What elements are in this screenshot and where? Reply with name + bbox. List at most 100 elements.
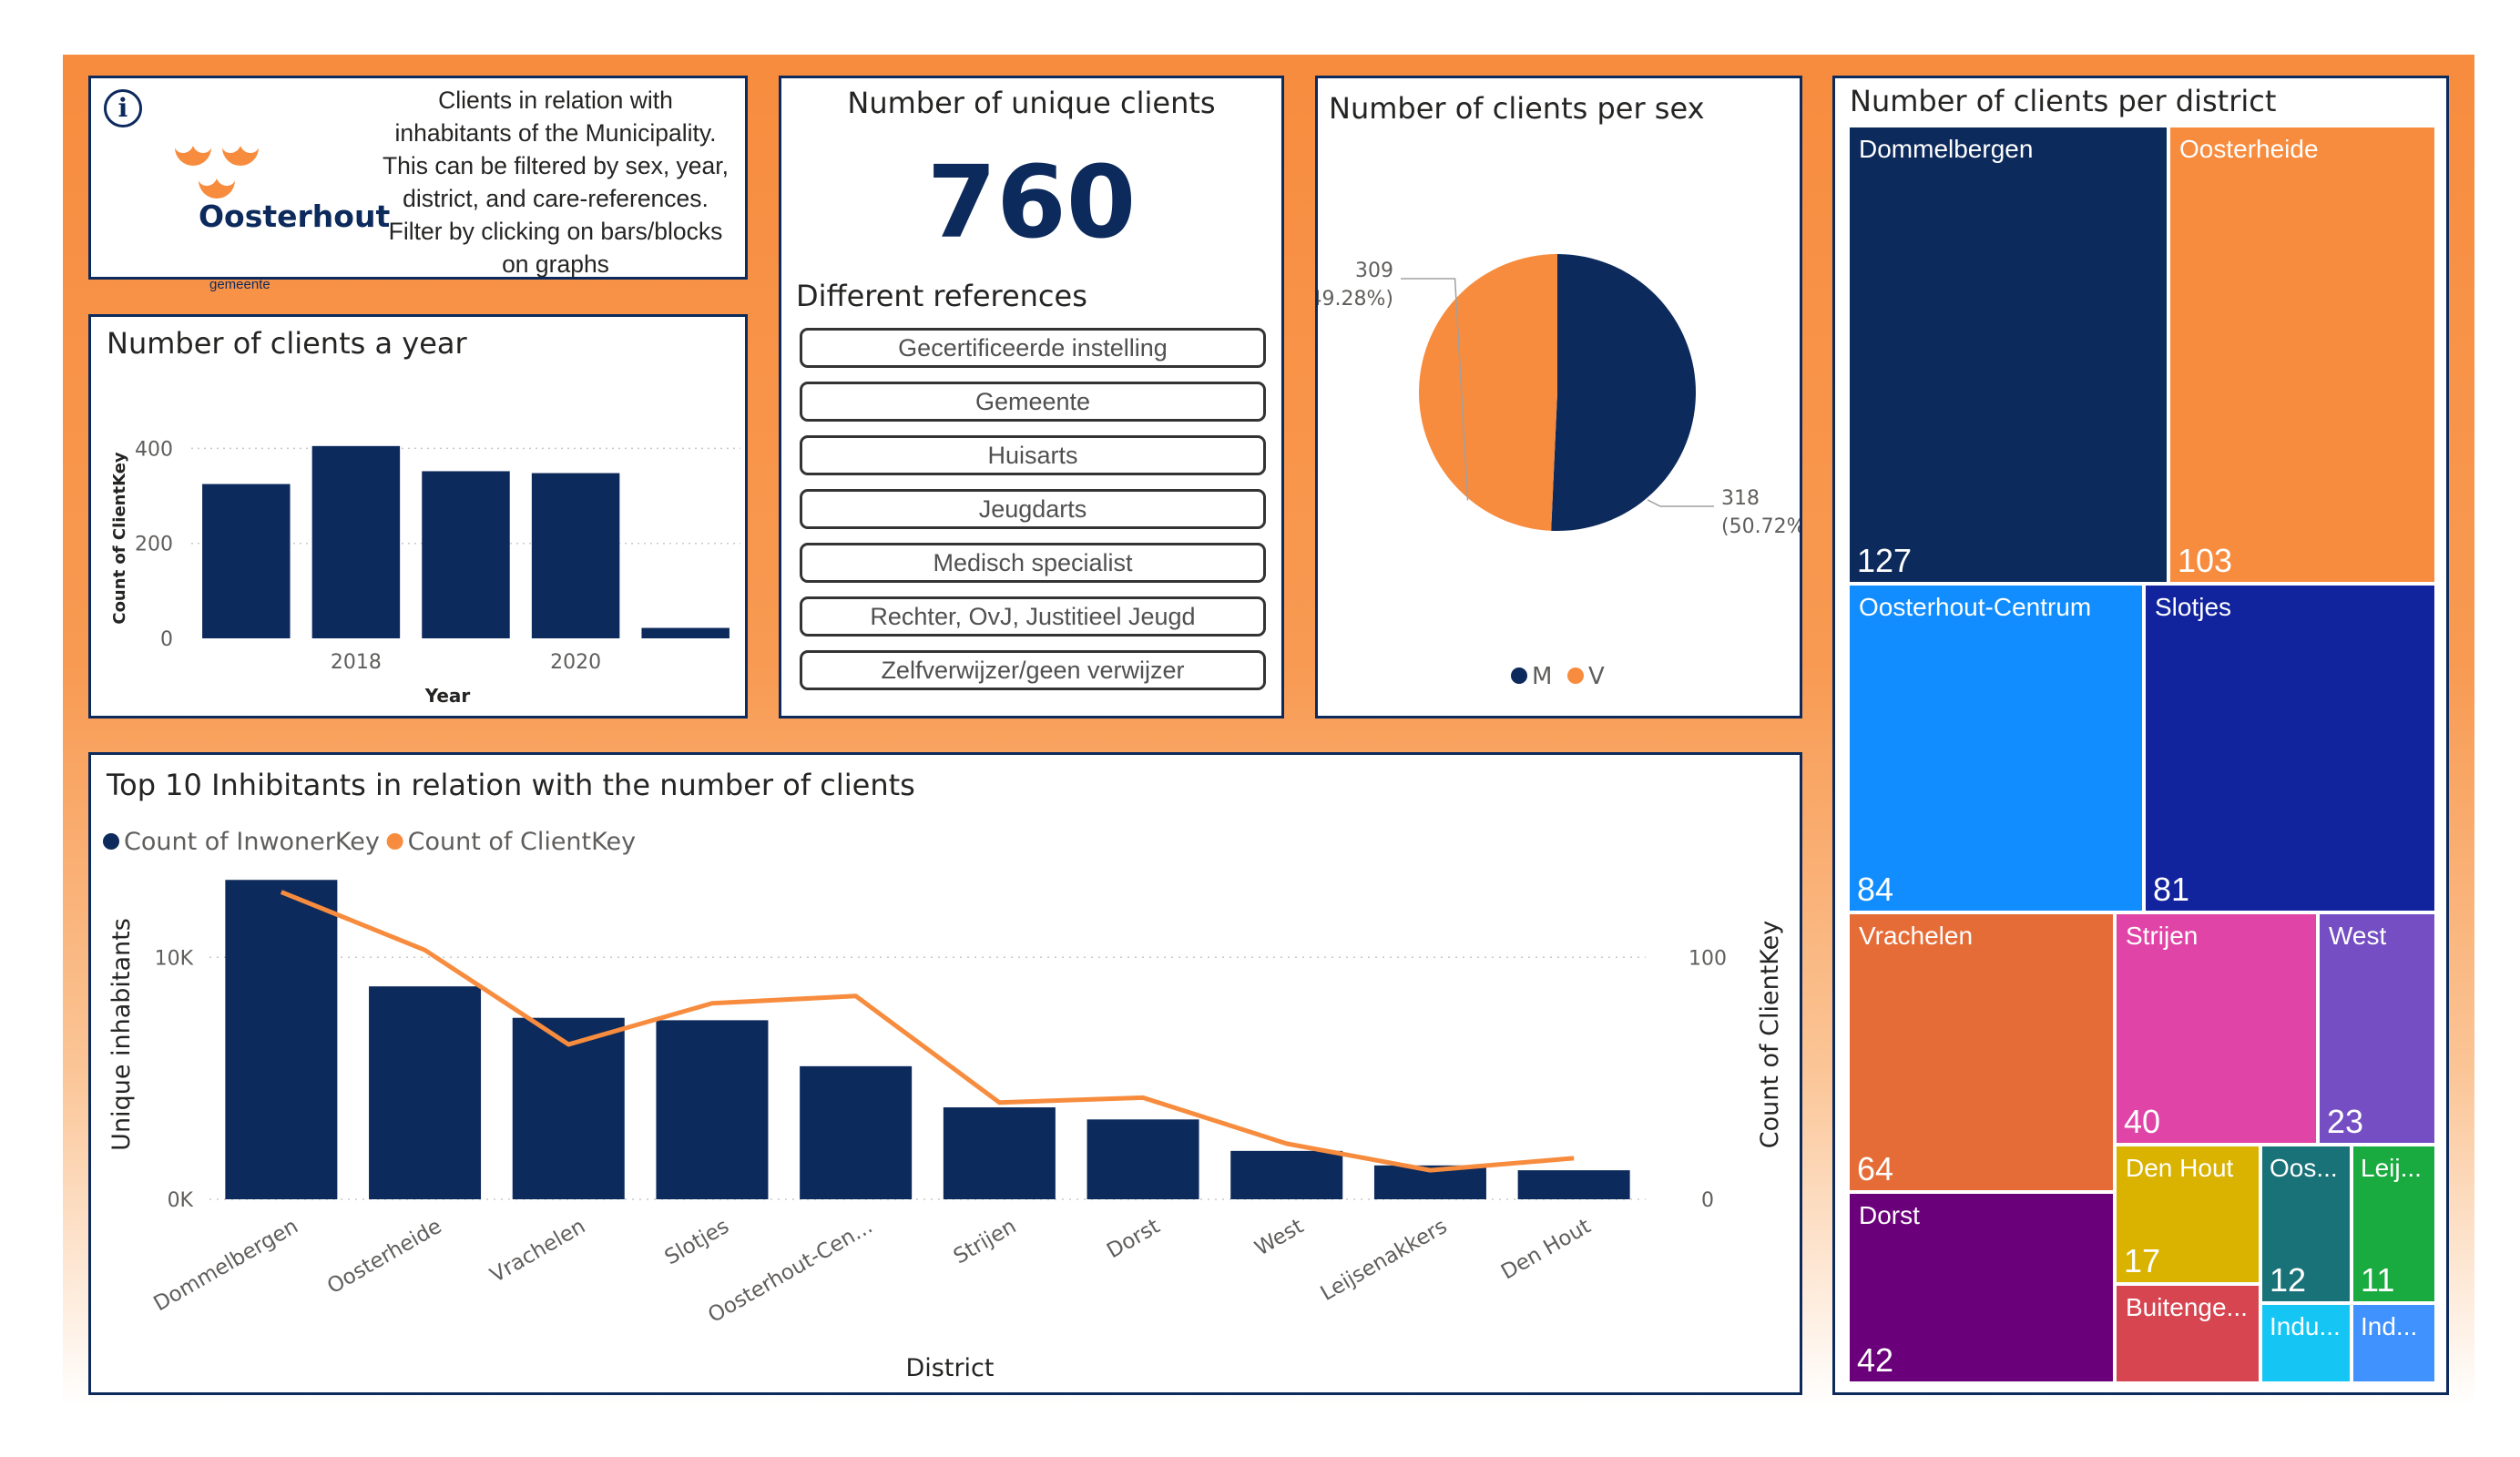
pie-percent-label: (50.72%) <box>1721 515 1800 538</box>
district-bar <box>369 986 482 1199</box>
logo-mark <box>175 146 259 199</box>
y-tick-label: 0K <box>168 1189 194 1212</box>
treemap-tile[interactable]: Den Hout 17 <box>2115 1145 2260 1284</box>
reference-filter-button[interactable]: Rechter, OvJ, Justitieel Jeugd <box>800 596 1266 637</box>
clients-per-sex-card: Number of clients per sex 318 (50.72%) 309… <box>1315 76 1802 718</box>
x-tick-label: 2020 <box>550 651 601 674</box>
info-line: Clients in relation with <box>438 87 673 114</box>
treemap-tile[interactable]: Leij... 11 <box>2352 1145 2436 1303</box>
info-description: Clients in relation with inhabitants of … <box>364 84 747 280</box>
y-tick-label: 400 <box>135 438 173 461</box>
unique-clients-card: Number of unique clients 760 Different r… <box>779 76 1284 718</box>
district-bar <box>512 1017 625 1199</box>
treemap-tile-value: 11 <box>2361 1261 2395 1299</box>
x-tick-label: Leijsenakkers <box>1317 1215 1452 1306</box>
treemap-tile-label: Ind... <box>2361 1312 2418 1340</box>
info-line: inhabitants of the Municipality. <box>394 119 717 147</box>
district-bar <box>800 1065 913 1199</box>
district-bar <box>225 880 338 1199</box>
treemap-tile-value: 64 <box>1857 1150 1894 1187</box>
year-bar <box>202 484 291 638</box>
reference-filter-button[interactable]: Medisch specialist <box>800 543 1266 583</box>
clients-per-district-title: Number of clients per district <box>1850 84 2277 118</box>
treemap-tile-label: Slotjes <box>2155 593 2232 621</box>
treemap-tile[interactable]: Indu... <box>2260 1303 2352 1383</box>
y-tick-label: 10K <box>155 947 194 970</box>
legend-label-m: M <box>1532 663 1552 690</box>
logo-big-text: Oosterhout <box>199 199 391 234</box>
legend-label: Count of ClientKey <box>408 828 637 856</box>
district-treemap: Dommelbergen 127 Oosterheide 103 Oosterhout-… <box>1848 126 2436 1383</box>
x-tick-label: Dorst <box>1103 1215 1164 1264</box>
treemap-tile-label: Vrachelen <box>1859 922 1974 950</box>
treemap-tile[interactable]: Strijen 40 <box>2115 912 2318 1145</box>
year-bar <box>422 471 510 638</box>
treemap-tile-label: Buitenge... <box>2126 1293 2248 1321</box>
reference-filter-button[interactable]: Zelfverwijzer/geen verwijzer <box>800 650 1266 690</box>
x-tick-label: Oosterheide <box>323 1215 445 1299</box>
y2-tick-label: 0 <box>1701 1189 1714 1212</box>
treemap-tile-label: Oosterhout-Centrum <box>1859 593 2092 621</box>
treemap-tile[interactable]: Oosterheide 103 <box>2168 126 2436 584</box>
district-bar <box>1230 1150 1343 1199</box>
treemap-tile-value: 127 <box>1857 542 1913 579</box>
treemap-tile[interactable]: Vrachelen 64 <box>1848 912 2115 1192</box>
clients-per-sex-title: Number of clients per sex <box>1329 91 1705 126</box>
treemap-tile-label: Den Hout <box>2126 1154 2234 1182</box>
info-line: district, and care-references. <box>403 185 709 212</box>
treemap-tile-value: 81 <box>2153 871 2190 908</box>
pie-percent-label: (49.28%) <box>1318 288 1393 311</box>
clients-per-sex-chart: 318 (50.72%) 309 (49.28%) M V <box>1318 254 1800 690</box>
info-icon[interactable]: i <box>104 89 142 127</box>
treemap-tile-label: Dorst <box>1859 1201 1920 1229</box>
legend-marker <box>386 833 403 850</box>
treemap-tile-value: 40 <box>2124 1103 2161 1140</box>
district-bar <box>1517 1170 1630 1199</box>
x-tick-label: Vrachelen <box>486 1215 589 1288</box>
logo-small-text: gemeente <box>209 277 270 292</box>
treemap-tile[interactable]: Slotjes 81 <box>2144 584 2436 912</box>
clients-per-year-title: Number of clients a year <box>107 326 467 361</box>
x-tick-label: Strijen <box>950 1215 1021 1269</box>
treemap-tile-value: 103 <box>2178 542 2233 579</box>
year-bar <box>311 445 401 638</box>
treemap-tile-value: 12 <box>2270 1261 2307 1299</box>
treemap-tile[interactable]: Oos... 12 <box>2260 1145 2352 1303</box>
reference-filter-button[interactable]: Huisarts <box>800 435 1266 475</box>
treemap-tile[interactable]: Dommelbergen 127 <box>1848 126 2168 584</box>
year-bar <box>531 473 620 638</box>
treemap-tile[interactable]: Ind... <box>2352 1303 2436 1383</box>
info-line: Filter by clicking on bars/blocks <box>388 218 723 245</box>
district-bar <box>1087 1119 1199 1199</box>
x-tick-label: 2018 <box>331 651 382 674</box>
y-tick-label: 200 <box>135 534 173 556</box>
treemap-tile[interactable]: Buitenge... <box>2115 1284 2260 1383</box>
pie-value-label: 309 <box>1355 260 1393 282</box>
pie-leader-line <box>1647 499 1714 507</box>
legend-label: Count of InwonerKey <box>124 828 380 856</box>
info-line: This can be filtered by sex, year, <box>382 152 729 179</box>
reference-filter-button[interactable]: Jeugdarts <box>800 489 1266 529</box>
info-card: i gemeente Oosterhout Clients in relatio… <box>88 76 748 292</box>
clients-per-year-chart: 0 200 400 2018 2020 Year Count of ClientKey <box>110 438 740 707</box>
treemap-tile[interactable]: West 23 <box>2318 912 2436 1145</box>
treemap-tile[interactable]: Dorst 42 <box>1848 1192 2115 1383</box>
reference-filter-button[interactable]: Gemeente <box>800 382 1266 422</box>
x-tick-label: Dommelbergen <box>149 1215 301 1317</box>
treemap-tile-label: Oos... <box>2270 1154 2338 1182</box>
year-bar <box>641 627 729 638</box>
treemap-tile[interactable]: Oosterhout-Centrum 84 <box>1848 584 2144 912</box>
top10-title: Top 10 Inhibitants in relation with the … <box>107 768 915 802</box>
treemap-tile-value: 23 <box>2327 1103 2364 1140</box>
clients-per-district-card: Number of clients per district Dommelber… <box>1832 76 2449 1395</box>
treemap-tile-value: 17 <box>2124 1242 2161 1279</box>
district-bar <box>943 1107 1056 1199</box>
legend-marker-v <box>1567 667 1584 684</box>
treemap-tile-value: 42 <box>1857 1341 1894 1379</box>
legend-label-v: V <box>1588 663 1605 690</box>
unique-clients-value: 760 <box>926 144 1137 260</box>
pie-leader-line <box>1401 278 1469 501</box>
clients-per-year-card: Number of clients a year 0 200 400 2018 2020… <box>88 314 748 718</box>
reference-filter-button[interactable]: Gecertificeerde instelling <box>800 328 1266 368</box>
top10-card: Top 10 Inhibitants in relation with the … <box>88 752 1802 1395</box>
